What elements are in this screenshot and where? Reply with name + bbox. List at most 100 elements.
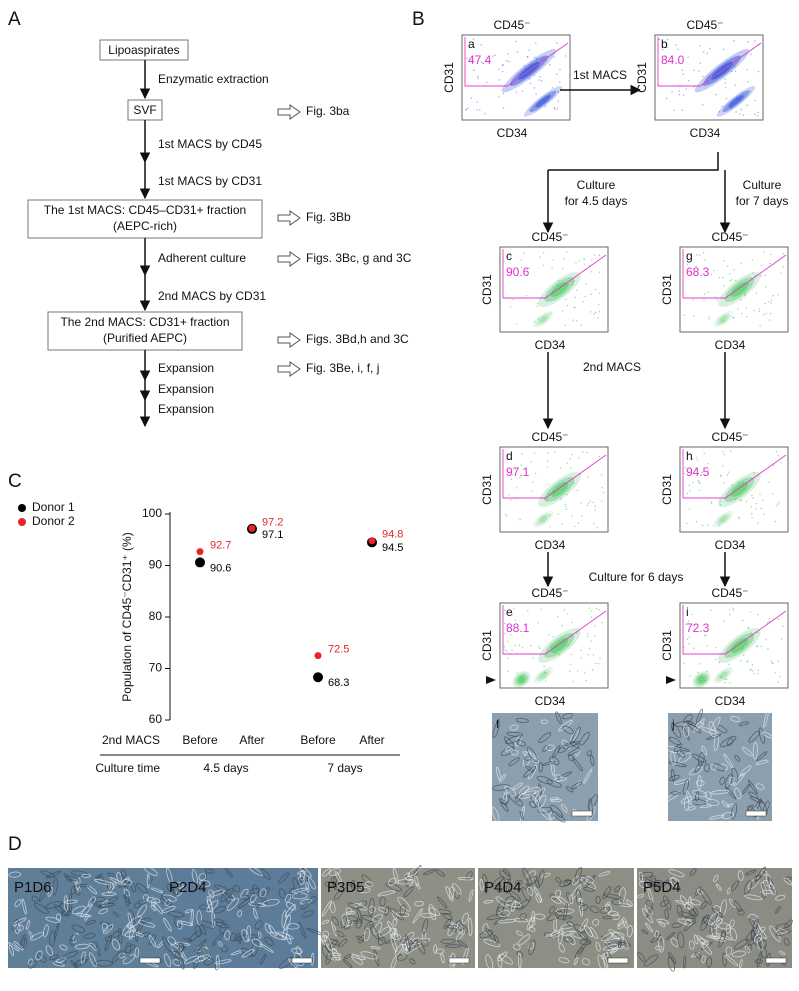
event-dot [539,256,541,258]
plot-title: CD45⁻ [531,230,568,244]
plot-title: CD45⁻ [711,430,748,444]
cell-shape [586,874,596,887]
event-dot [584,672,586,674]
event-dot [723,453,726,456]
event-dot [558,654,561,656]
cell-shape [354,900,368,909]
cell-shape [479,878,484,891]
cell-shape [645,878,659,890]
event-dot [576,670,579,672]
cell-shape [202,873,207,892]
cell-shape [209,889,225,897]
event-dot [534,56,536,59]
cell-shape [331,916,339,926]
event-dot [762,499,764,502]
event-dot [533,87,536,89]
cell-shape [53,957,67,965]
event-dot [592,654,595,656]
event-dot [518,644,521,647]
step-label: 1st MACS by CD31 [158,174,262,188]
cell-shape [465,871,473,880]
cell-shape [515,793,523,803]
cell-shape [242,894,251,901]
cell-shape [440,938,456,944]
cell-shape [670,723,682,739]
event-dot [760,264,763,266]
cell-shape [47,886,54,897]
event-dot [508,494,510,496]
step-label: 1st MACS by CD45 [158,137,262,151]
x-axis-label: CD34 [535,538,566,552]
cell-shape [537,795,547,808]
event-dot [556,42,558,44]
cell-shape [160,895,172,906]
event-dot [718,661,720,664]
cell-shape [664,909,669,920]
event-dot [768,319,771,321]
cell-shape [748,918,758,929]
cell-shape [563,936,574,943]
event-dot [540,80,543,82]
event-dot [480,61,482,63]
scale-bar [765,957,787,964]
cell-shape [716,922,731,930]
cell-shape [522,867,532,885]
cell-shape [756,936,764,951]
cell-shape [733,900,743,913]
event-dot [683,473,686,475]
cell-shape [166,883,173,892]
cell-shape [646,906,654,918]
event-dot [540,608,543,610]
cell-cloud [536,513,551,526]
cell-shape [545,744,555,751]
cell-shape [167,911,185,918]
event-dot [578,260,580,262]
event-dot [666,39,669,41]
cell-shape [102,924,114,934]
event-dot [600,473,603,476]
gate-percent: 94.5 [686,465,710,479]
cell-shape [503,868,511,877]
cell-shape [399,904,406,916]
event-dot [756,114,759,117]
event-dot [727,471,730,473]
cell-shape [682,778,689,795]
cell-shape [701,745,708,756]
x-tick-label: After [239,733,264,747]
event-dot [585,283,587,285]
cell-shape [479,930,494,939]
figure-ref: Fig. 3Bb [306,210,351,224]
event-dot [662,48,664,51]
group-label: 4.5 days [203,761,248,775]
cell-shape [552,811,566,823]
event-dot [754,99,756,102]
cell-shape [127,915,142,929]
event-dot [722,451,724,453]
event-dot [525,295,528,297]
event-dot [686,638,689,641]
cell-shape [444,944,462,948]
event-dot [778,501,780,504]
event-dot [521,647,524,649]
cell-shape [556,771,573,780]
cell-shape [738,959,743,969]
cell-shape [150,904,157,912]
event-dot [725,678,728,680]
cell-shape [415,883,421,890]
cell-shape [670,937,679,947]
cell-shape [666,745,680,754]
cell-shape [698,937,710,946]
cell-shape [775,906,781,914]
event-dot [719,525,721,527]
cell-shape [433,944,438,954]
event-dot [569,670,571,672]
cell-shape [737,909,745,916]
cell-shape [120,869,127,878]
gate [682,449,787,499]
event-dot [602,491,605,494]
image-id: f [496,717,500,731]
event-dot [509,306,512,308]
cell-shape [508,757,520,767]
event-dot [591,669,594,671]
event-dot [689,675,691,677]
